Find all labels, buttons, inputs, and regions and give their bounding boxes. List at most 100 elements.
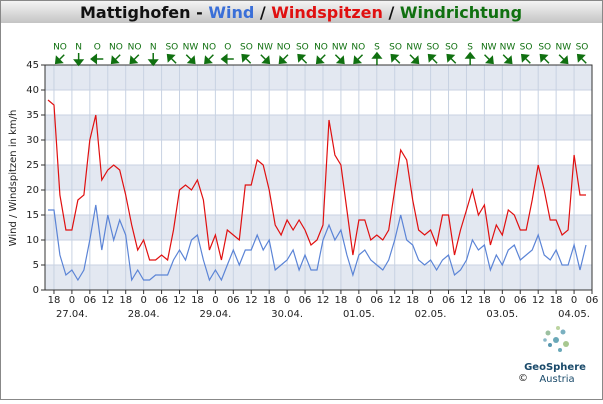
direction-label: S [374,43,380,53]
direction-label: SO [520,43,533,53]
direction-arrow [315,54,326,65]
direction-arrow [446,53,457,64]
x-tick-label: 0 [284,295,290,306]
direction-arrow [390,53,401,64]
direction-arrow [464,51,476,65]
series-line [48,204,587,282]
title-part: Windspitzen [271,3,383,22]
logo-sub: Austria [539,374,574,385]
x-tick-label: 06 [586,295,599,306]
y-tick-label: 15 [26,210,39,221]
direction-label: NW [481,43,497,53]
date-label: 02.05. [415,309,447,320]
logo [543,326,569,352]
direction-label: O [94,43,101,53]
y-tick-label: 35 [26,110,39,121]
title-part: / [254,3,271,22]
direction-label: NO [351,43,365,53]
x-tick-label: 12 [388,295,401,306]
direction-label: NW [332,43,348,53]
direction-label: SO [240,43,253,53]
grid-band [45,115,592,140]
y-axis-label: Wind / Windspitzen in km/h [8,110,19,247]
direction-label: S [467,43,473,53]
x-tick-label: 18 [406,295,419,306]
direction-label: NO [53,43,67,53]
direction-label: NW [183,43,199,53]
direction-label: NO [109,43,123,53]
y-tick-label: 40 [26,85,39,96]
y-tick-label: 25 [26,160,39,171]
direction-arrow [371,51,383,65]
series-line [47,99,586,262]
direction-arrow [185,54,196,65]
direction-arrow [484,54,494,65]
direction-arrow [54,54,65,65]
date-label: 01.05. [343,309,375,320]
direction-arrow [110,54,121,65]
date-label: 28.04. [128,309,160,320]
direction-label: SO [296,43,309,53]
direction-label: NW [257,43,273,53]
x-tick-label: 0 [212,295,218,306]
x-tick-label: 06 [442,295,455,306]
x-tick-label: 18 [191,295,204,306]
y-tick-label: 30 [26,135,39,146]
x-tick-label: 12 [245,295,258,306]
x-tick-label: 18 [335,295,348,306]
grid-band [45,165,592,190]
direction-label: SO [389,43,402,53]
x-tick-label: 0 [499,295,505,306]
x-tick-label: 18 [119,295,132,306]
copyright: © [518,373,528,384]
direction-arrow [129,54,140,65]
x-tick-label: 12 [101,295,114,306]
y-tick-label: 45 [26,60,39,71]
grid: 0 5 10 15 20 25 30 35 40 45 18 0 06 12 18 0 06 12 18 0 06 12 1… [26,43,598,321]
direction-arrow [520,53,531,64]
y-tick-label: 0 [33,285,39,296]
x-tick-label: 12 [460,295,473,306]
direction-arrow [502,54,513,65]
direction-label: SO [426,43,439,53]
direction-label: NW [500,43,516,53]
x-tick-label: 06 [227,295,240,306]
direction-arrow [334,54,345,65]
direction-label: NO [128,43,142,53]
direction-label: SO [576,43,589,53]
y-tick-label: 10 [26,235,39,246]
chart-title: Mattighofen - Wind / Windspitzen / Windr… [80,3,522,22]
direction-arrow [539,53,550,64]
x-tick-label: 12 [173,295,186,306]
direction-label: O [224,43,231,53]
date-label: 03.05. [486,309,518,320]
x-tick-label: 0 [356,295,362,306]
direction-label: NW [406,43,422,53]
y-tick-label: 20 [26,185,39,196]
direction-arrow [241,53,252,64]
x-tick-label: 06 [514,295,527,306]
direction-label: NO [314,43,328,53]
x-tick-label: 0 [427,295,433,306]
x-tick-label: 06 [370,295,383,306]
x-tick-label: 06 [299,295,312,306]
x-tick-label: 18 [550,295,563,306]
direction-arrow [576,53,587,64]
direction-label: NO [202,43,216,53]
direction-label: SO [538,43,551,53]
plot-border [44,64,593,291]
direction-arrow [220,53,234,65]
direction-arrow [73,53,85,67]
title-part: Wind [208,3,254,22]
grid-band [45,265,592,290]
date-label: 04.05. [558,309,590,320]
marks [47,99,587,282]
logo-name: GeoSphere [524,362,586,373]
y-tick-label: 5 [33,260,39,271]
x-tick-label: 06 [155,295,168,306]
direction-arrow [90,53,104,65]
x-tick-label: 18 [48,295,61,306]
direction-arrow [353,54,364,65]
